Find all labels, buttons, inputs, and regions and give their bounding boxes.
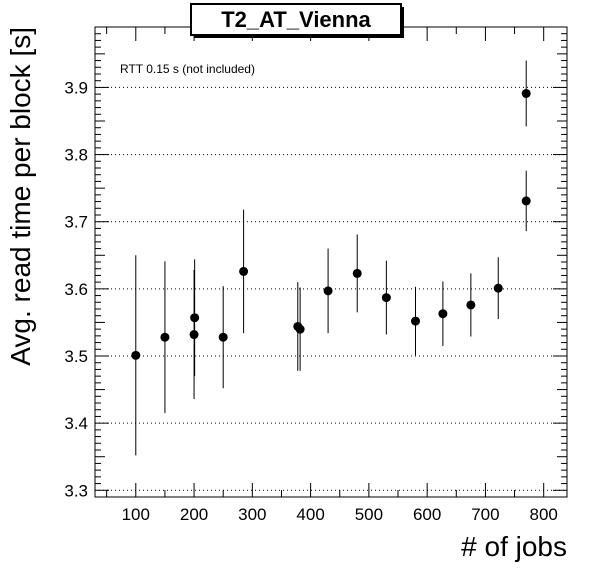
y-tick-label: 3.9 bbox=[64, 78, 88, 97]
data-point bbox=[410, 286, 420, 356]
y-tick-label: 3.7 bbox=[64, 213, 88, 232]
x-tick-label: 300 bbox=[238, 505, 266, 524]
data-point bbox=[438, 281, 448, 346]
point-marker bbox=[438, 309, 448, 319]
data-point bbox=[493, 257, 503, 320]
point-marker bbox=[521, 88, 531, 98]
y-tick-label: 3.4 bbox=[64, 414, 88, 433]
data-point bbox=[190, 259, 200, 377]
data-point bbox=[239, 209, 249, 334]
x-axis-title: # of jobs bbox=[461, 531, 567, 562]
point-marker bbox=[493, 283, 503, 293]
y-axis-title: Avg. read time per block [s] bbox=[5, 27, 36, 366]
x-tick-label: 500 bbox=[355, 505, 383, 524]
point-marker bbox=[189, 330, 199, 340]
data-point bbox=[189, 270, 199, 399]
data-point bbox=[131, 255, 141, 456]
point-marker bbox=[131, 350, 141, 360]
data-points bbox=[131, 60, 531, 456]
data-point bbox=[352, 234, 362, 313]
data-point bbox=[160, 261, 170, 414]
point-marker bbox=[521, 196, 531, 206]
x-tick-label: 600 bbox=[413, 505, 441, 524]
plot-frame bbox=[94, 26, 568, 498]
title-box: T2_AT_Vienna bbox=[190, 3, 404, 38]
data-point bbox=[323, 248, 333, 334]
point-marker bbox=[410, 316, 420, 326]
data-point bbox=[521, 170, 531, 232]
data-point bbox=[466, 273, 476, 337]
x-tick-labels: 100 200 300 400 500 600 700 800 bbox=[122, 505, 558, 524]
data-point bbox=[295, 287, 305, 371]
point-marker bbox=[295, 324, 305, 334]
y-tick-label: 3.5 bbox=[64, 347, 88, 366]
annotation-note: RTT 0.15 s (not included) bbox=[120, 62, 255, 76]
point-marker bbox=[466, 300, 476, 310]
point-marker bbox=[190, 313, 200, 323]
point-marker bbox=[218, 332, 228, 342]
y-tick-labels: 3.3 3.4 3.5 3.6 3.7 3.8 3.9 bbox=[64, 78, 88, 500]
x-tick-label: 200 bbox=[180, 505, 208, 524]
y-tick-label: 3.8 bbox=[64, 146, 88, 165]
point-marker bbox=[323, 286, 333, 296]
point-marker bbox=[381, 293, 391, 303]
y-tick-label: 3.6 bbox=[64, 280, 88, 299]
data-point bbox=[381, 260, 391, 335]
point-marker bbox=[352, 268, 362, 278]
x-tick-label: 700 bbox=[471, 505, 499, 524]
data-point bbox=[218, 286, 228, 389]
chart-title: T2_AT_Vienna bbox=[221, 7, 371, 32]
y-tick-label: 3.3 bbox=[64, 481, 88, 500]
axis-ticks bbox=[95, 27, 567, 497]
x-tick-label: 400 bbox=[296, 505, 324, 524]
point-marker bbox=[239, 266, 249, 276]
point-marker bbox=[160, 332, 170, 342]
data-point bbox=[521, 60, 531, 127]
x-tick-label: 800 bbox=[530, 505, 558, 524]
x-tick-label: 100 bbox=[122, 505, 150, 524]
